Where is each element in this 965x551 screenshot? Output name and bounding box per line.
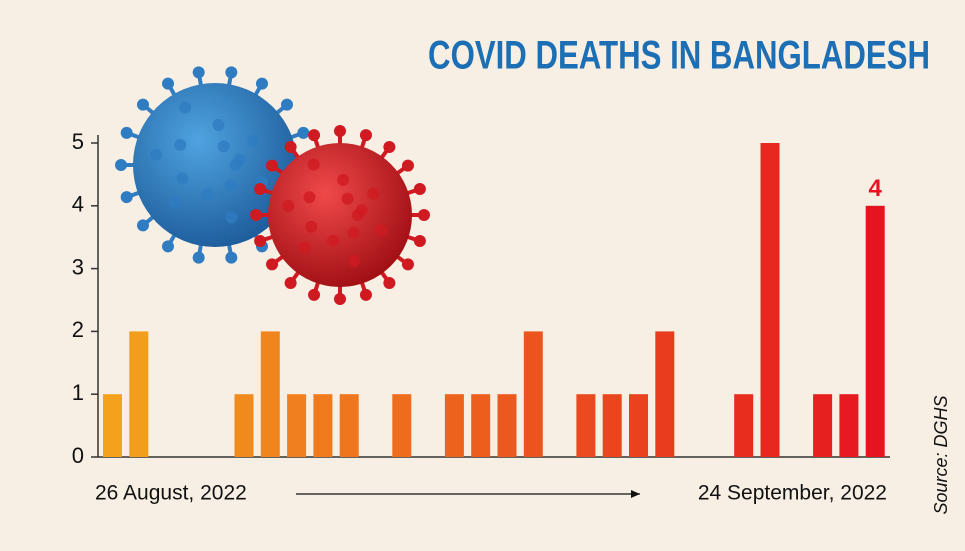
virus-bump <box>233 153 246 166</box>
virus-knob <box>162 77 174 90</box>
virus-knob <box>254 234 267 247</box>
virus-bump <box>217 140 230 153</box>
virus-knob <box>284 276 297 289</box>
bar <box>602 394 622 457</box>
virus-knob <box>401 159 414 172</box>
virus-knob <box>334 125 346 137</box>
virus-bump <box>348 255 361 268</box>
virus-knob <box>383 276 396 289</box>
virus-knob <box>192 66 205 79</box>
bar <box>444 394 464 457</box>
virus-bump <box>341 192 354 205</box>
virus-knob <box>250 209 262 221</box>
virus-knob <box>136 98 149 111</box>
y-tick-label: 3 <box>72 254 84 279</box>
bar <box>339 394 359 457</box>
virus-knob <box>115 159 127 171</box>
virus-knob <box>136 219 149 232</box>
bar <box>234 394 254 457</box>
virus-bump <box>176 172 189 185</box>
virus-bump <box>337 173 350 186</box>
virus-bump <box>168 196 181 209</box>
bar <box>103 394 122 457</box>
virus-knob <box>284 141 297 154</box>
virus-knob <box>401 258 414 271</box>
virus-knob <box>359 129 372 142</box>
bar <box>313 394 333 457</box>
bar <box>523 331 543 457</box>
source-note: Source: DGHS <box>931 395 951 514</box>
bar <box>129 331 149 457</box>
virus-knob <box>334 293 346 305</box>
bar <box>629 394 648 457</box>
bar <box>839 394 859 457</box>
virus-bump <box>201 188 214 201</box>
virus-bump <box>375 224 388 237</box>
virus-knob <box>162 240 174 253</box>
virus-bump <box>307 158 320 171</box>
bar <box>813 394 833 457</box>
virus-knob <box>297 126 310 139</box>
virus-bump <box>327 234 340 247</box>
virus-bump <box>298 241 311 254</box>
virus-bump <box>247 134 260 147</box>
data-label: 4 <box>869 175 883 202</box>
virus-knob <box>254 183 267 196</box>
virus-illustration <box>115 66 430 305</box>
virus-bump <box>150 148 163 161</box>
virus-bump <box>305 220 318 233</box>
virus-knob <box>266 159 279 172</box>
chart-title: COVID DEATHS IN BANGLADESH <box>428 33 930 78</box>
virus-bump <box>282 199 295 212</box>
bar <box>760 143 780 457</box>
virus-knob <box>413 234 426 247</box>
bar <box>865 205 885 457</box>
y-tick-label: 1 <box>72 380 84 405</box>
virus-knob <box>308 129 321 142</box>
bar <box>471 394 491 457</box>
virus-knob <box>281 98 294 111</box>
virus-bump <box>174 138 187 151</box>
y-tick-label: 0 <box>72 443 84 468</box>
virus-bump <box>367 187 380 200</box>
virus-body <box>268 143 412 287</box>
y-tick-label: 2 <box>72 317 84 342</box>
virus-knob <box>225 66 238 79</box>
virus-knob <box>413 183 426 196</box>
bar <box>655 331 675 457</box>
virus-knob <box>266 258 279 271</box>
virus-knob <box>120 191 133 204</box>
virus-bump <box>179 101 192 114</box>
arrow-head <box>631 490 640 498</box>
virus-bump <box>303 191 316 204</box>
virus-bump <box>355 204 368 217</box>
bar <box>287 394 307 457</box>
virus-knob <box>418 209 430 221</box>
y-tick-label: 4 <box>72 192 84 217</box>
virus-knob <box>120 126 133 139</box>
virus-bump <box>225 211 238 224</box>
bar <box>576 394 596 457</box>
x-start-label: 26 August, 2022 <box>95 482 247 505</box>
virus-knob <box>225 251 238 264</box>
bar <box>734 394 754 457</box>
bar <box>497 394 517 457</box>
bar <box>260 331 280 457</box>
x-end-label: 24 September, 2022 <box>698 482 887 505</box>
virus-knob <box>256 77 268 90</box>
virus-knob <box>308 288 321 301</box>
virus-bump <box>347 226 360 239</box>
virus-knob <box>383 141 396 154</box>
virus-bump <box>224 179 237 192</box>
y-tick-label: 5 <box>72 129 84 154</box>
bar <box>392 394 412 457</box>
virus-knob <box>192 251 205 264</box>
virus-bump <box>212 118 225 131</box>
virus-knob <box>359 288 372 301</box>
